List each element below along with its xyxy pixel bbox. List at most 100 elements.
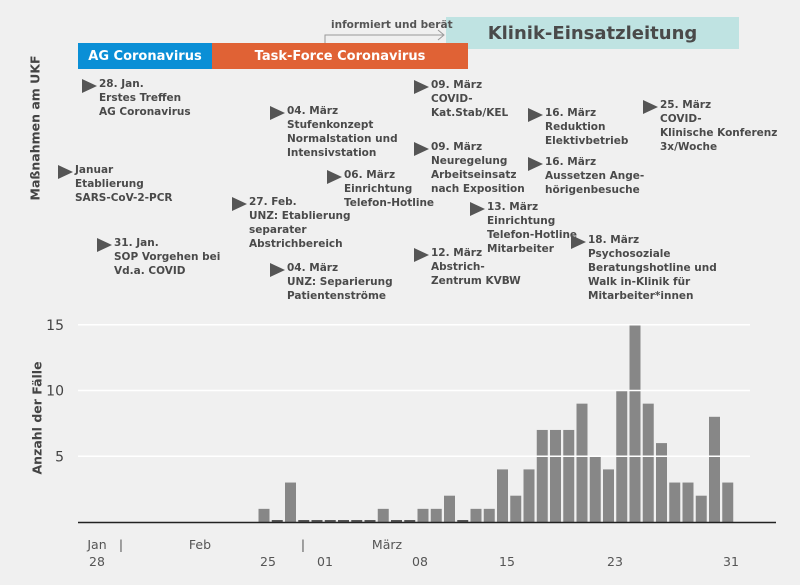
bar — [536, 429, 548, 522]
bar — [457, 520, 469, 522]
bar — [311, 520, 323, 522]
milestone-text: hörigenbesuche — [545, 184, 640, 196]
bar — [404, 520, 416, 522]
milestone-text: Einrichtung — [487, 215, 556, 227]
milestone-date: 09. März — [431, 141, 483, 153]
milestone-text: Intensivstation — [287, 147, 377, 159]
bar — [629, 324, 641, 522]
triangle-marker-icon — [270, 263, 285, 277]
milestone-date: 27. Feb. — [249, 196, 297, 208]
milestone-annotation: 13. März Einrichtung Telefon-Hotline Mitarb… — [470, 200, 577, 256]
bar — [338, 520, 349, 522]
triangle-marker-icon — [414, 80, 429, 94]
bar — [483, 508, 495, 522]
milestone-text: Psychosoziale — [588, 248, 671, 260]
x-tick-label-bottom: 15 — [499, 554, 515, 569]
y-tick-label: 15 — [46, 318, 64, 334]
band-task-force: Task-Force Coronavirus — [212, 43, 468, 69]
bar — [324, 520, 336, 522]
milestone-date: 04. März — [287, 105, 339, 117]
milestone-date: 16. März — [545, 107, 597, 119]
milestone-text: Mitarbeiter*innen — [588, 290, 694, 302]
bar — [285, 482, 296, 522]
bar — [682, 482, 694, 522]
milestone-annotation: 06. März Einrichtung Telefon-Hotline — [327, 168, 434, 210]
bar — [722, 482, 734, 522]
x-tick-label-top: Feb — [189, 537, 211, 552]
triangle-marker-icon — [470, 202, 485, 216]
bar — [656, 443, 667, 522]
milestone-text: Mitarbeiter — [487, 243, 554, 255]
milestone-date: 09. März — [431, 79, 483, 91]
milestone-annotation: 25. März COVID- Klinische Konferenz 3x/Woch… — [643, 98, 777, 154]
informs-arrow — [324, 29, 445, 43]
x-tick-label-bottom: 28 — [89, 554, 105, 569]
bar — [603, 469, 614, 522]
triangle-marker-icon — [414, 248, 429, 262]
milestone-text: Beratungshotline und — [588, 262, 717, 274]
milestone-date: 18. März — [588, 234, 640, 246]
milestone-text: Elektivbetrieb — [545, 135, 629, 147]
milestone-date: 06. März — [344, 169, 396, 181]
triangle-marker-icon — [97, 238, 112, 252]
milestone-text: Kat.Stab/KEL — [431, 107, 509, 119]
x-tick-label-top: | — [301, 537, 305, 552]
milestone-text: Arbeitseinsatz — [431, 169, 517, 181]
bar — [444, 495, 455, 522]
milestone-text: SOP Vorgehen bei — [114, 251, 221, 263]
milestone-text: Telefon-Hotline — [344, 197, 435, 209]
milestone-annotation: 04. März UNZ: Separierung Patientenströme — [270, 261, 393, 303]
milestone-text: UNZ: Etablierung — [249, 210, 351, 222]
milestone-annotation: 16. März Reduktion Elektivbetrieb — [528, 106, 628, 148]
milestone-date: 12. März — [431, 247, 483, 259]
x-tick-label-bottom: 08 — [412, 554, 428, 569]
bar — [695, 495, 707, 522]
milestone-text: Abstrichbereich — [249, 238, 343, 250]
milestone-date: 13. März — [487, 201, 539, 213]
bar — [364, 520, 376, 522]
x-tick-label-top: März — [372, 537, 403, 552]
milestone-annotation: 27. Feb. UNZ: Etablierung separater Abstric… — [232, 195, 351, 251]
milestone-text: Walk in-Klinik für — [588, 276, 691, 288]
milestone-text: UNZ: Separierung — [287, 276, 393, 288]
y-tick-label: 5 — [55, 449, 64, 465]
milestone-annotation: 12. März Abstrich- Zentrum KVBW — [414, 246, 521, 288]
bar — [271, 520, 283, 522]
triangle-marker-icon — [414, 142, 429, 156]
milestone-date: 16. März — [545, 156, 597, 168]
bar — [669, 482, 681, 522]
milestone-text: Erstes Treffen — [99, 92, 182, 104]
milestone-date: 31. Jan. — [114, 237, 159, 249]
bar — [510, 495, 522, 522]
triangle-marker-icon — [327, 170, 342, 184]
milestone-text: Klinische Konferenz — [660, 127, 778, 139]
milestone-text: nach Exposition — [431, 183, 525, 195]
milestone-text: separater — [249, 224, 307, 236]
milestone-annotation: 28. Jan. Erstes Treffen AG Coronavirus — [82, 77, 191, 119]
bar — [642, 403, 654, 522]
band-klinik-einsatzleitung: Klinik-Einsatzleitung — [446, 17, 739, 49]
milestone-annotation: 04. März Stufenkonzept Normalstation und In… — [270, 104, 398, 160]
milestone-text: Etablierung — [75, 178, 144, 190]
bar — [391, 520, 402, 522]
informs-label: informiert und berät — [331, 19, 453, 31]
triangle-marker-icon — [82, 79, 97, 93]
bar — [523, 469, 535, 522]
triangle-marker-icon — [528, 108, 543, 122]
bar — [258, 508, 270, 522]
bar — [377, 508, 389, 522]
milestone-annotation: 09. März Neuregelung Arbeitseinsatz nach Ex… — [414, 140, 525, 196]
milestone-text: SARS-CoV-2-PCR — [75, 192, 173, 204]
milestone-date: 28. Jan. — [99, 78, 144, 90]
bar — [351, 520, 363, 522]
milestone-text: Patientenströme — [287, 290, 387, 302]
bar — [497, 469, 508, 522]
triangle-marker-icon — [270, 106, 285, 120]
milestone-annotation: Januar Etablierung SARS-CoV-2-PCR — [58, 163, 172, 205]
milestone-annotation: 31. Jan. SOP Vorgehen bei Vd.a. COVID — [97, 236, 220, 278]
milestone-annotation: 09. März COVID- Kat.Stab/KEL — [414, 78, 508, 120]
x-tick-label-bottom: 23 — [607, 554, 623, 569]
triangle-marker-icon — [571, 235, 586, 249]
triangle-marker-icon — [643, 100, 658, 114]
